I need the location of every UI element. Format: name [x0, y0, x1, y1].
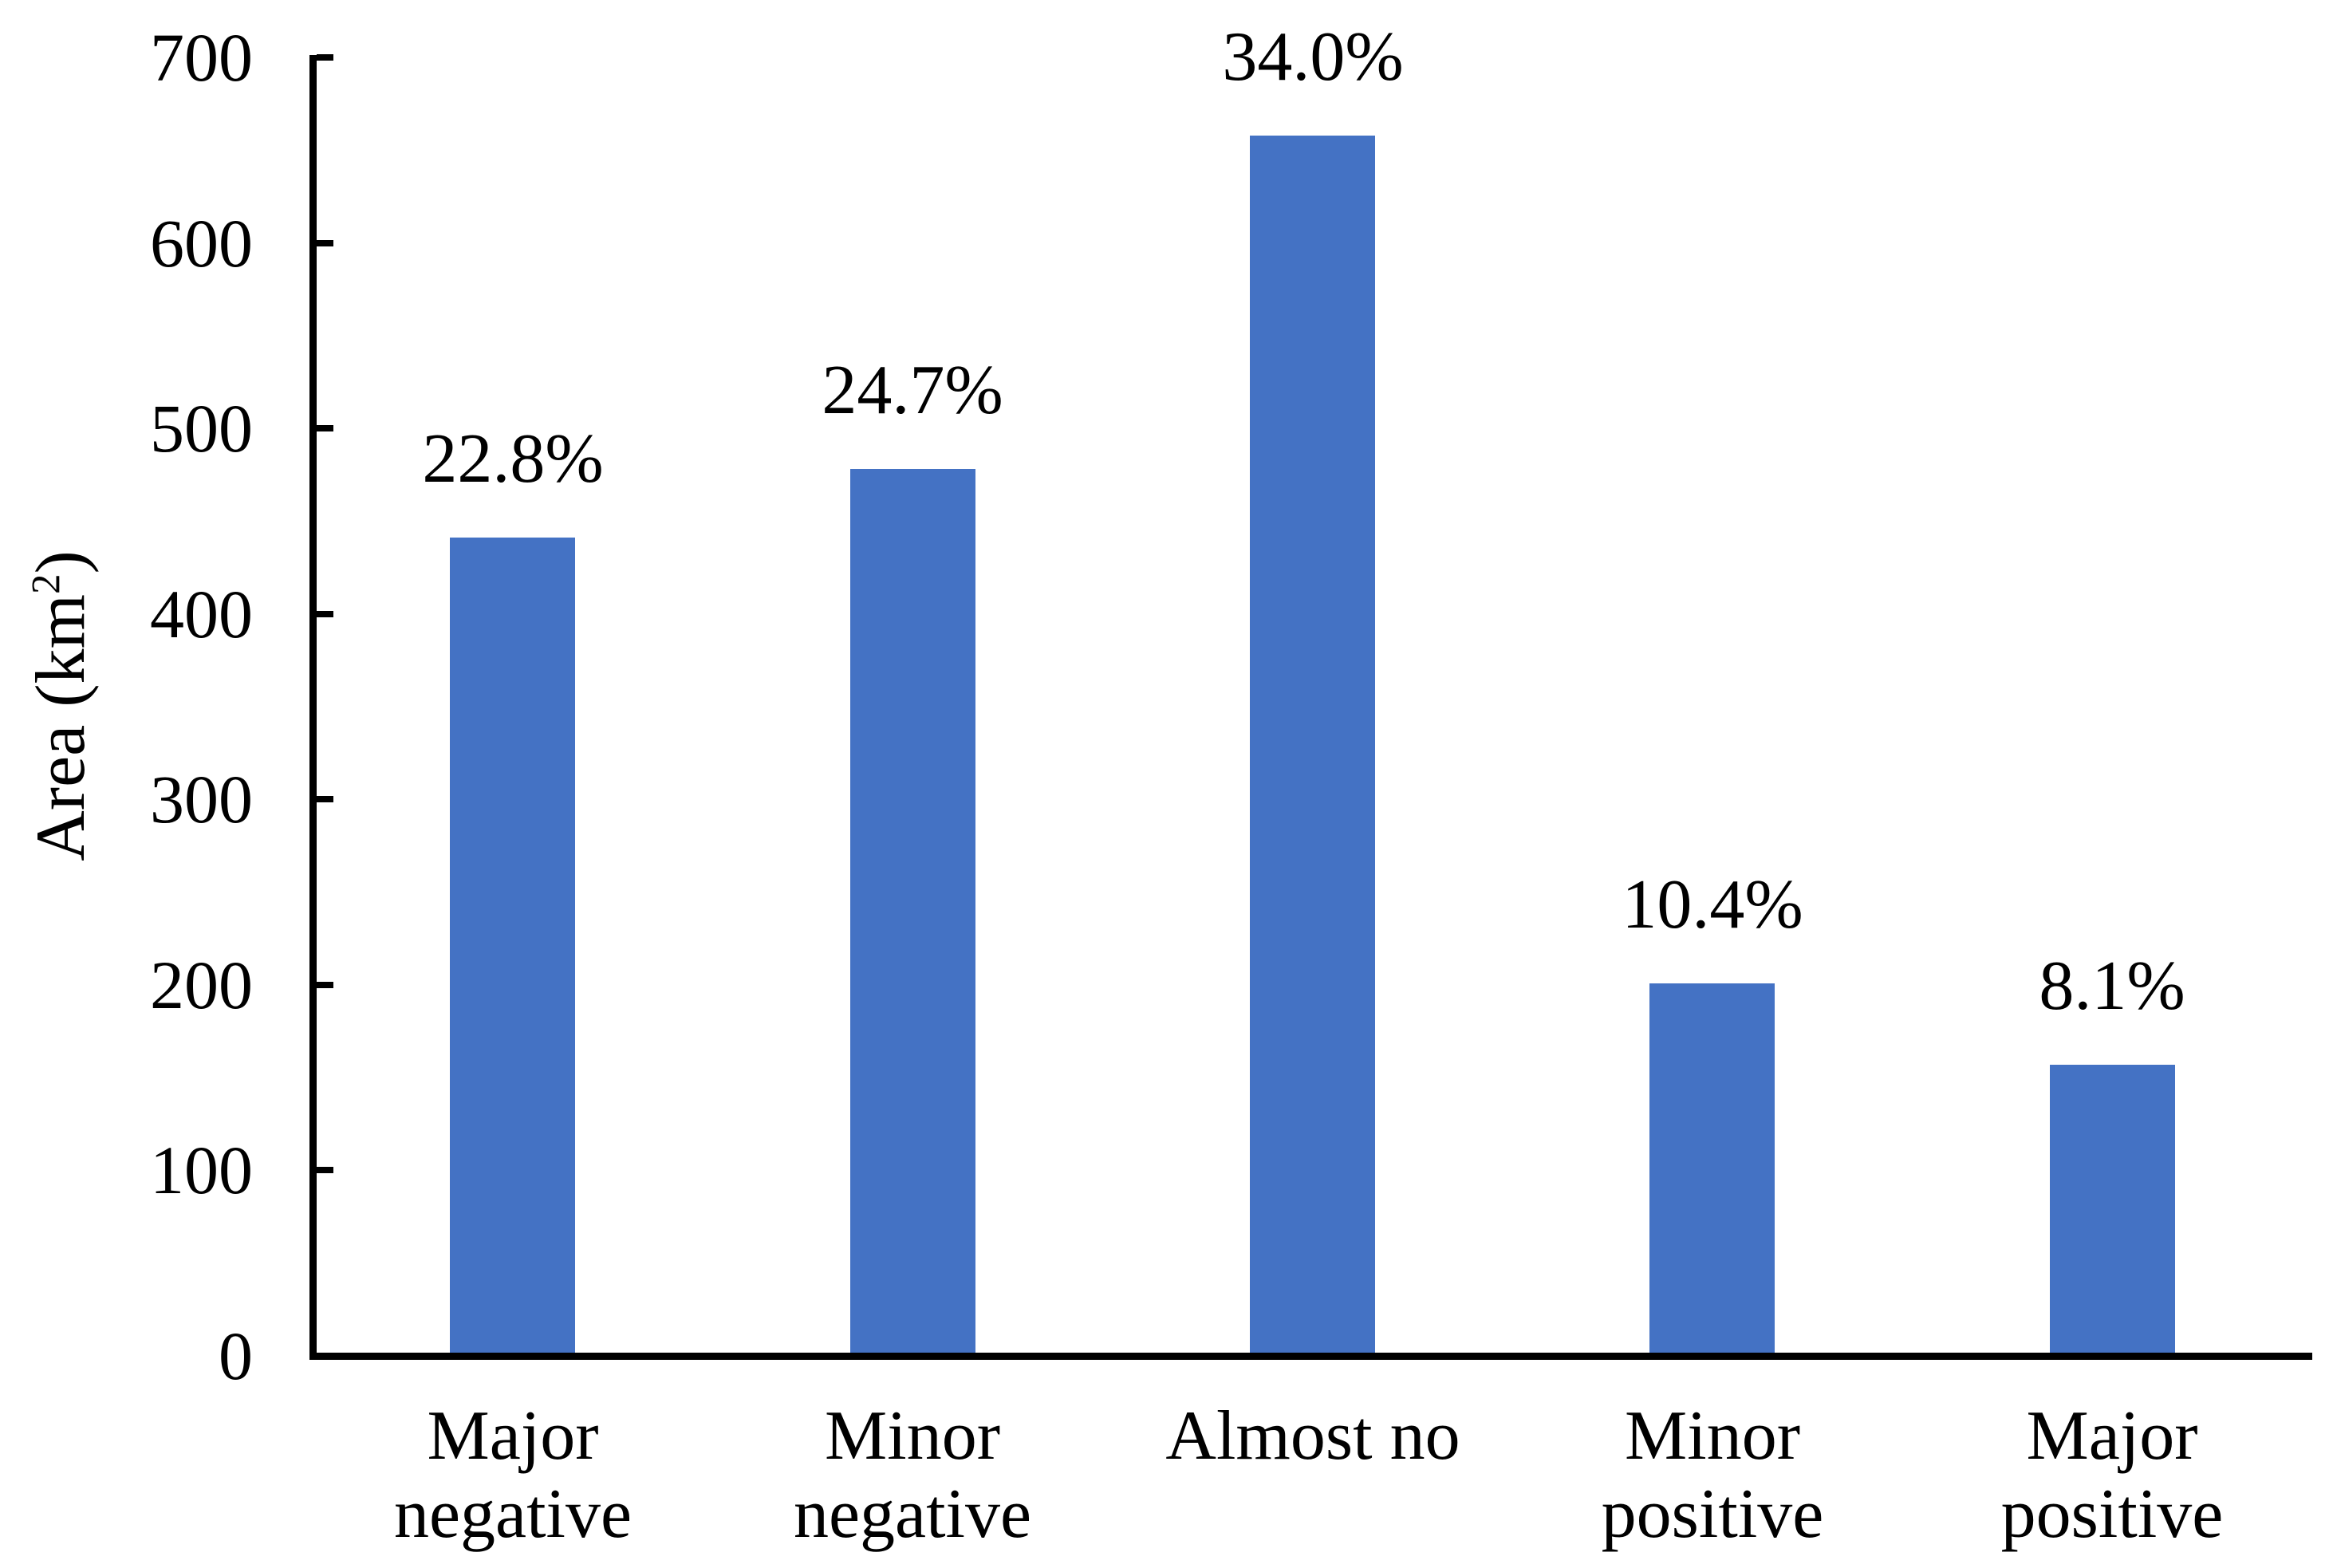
- y-tick-label: 600: [150, 205, 253, 282]
- x-category-label: Minor negative: [793, 1397, 1032, 1553]
- y-tick-mark: [317, 425, 333, 431]
- y-tick-mark: [317, 54, 333, 61]
- bar: [1250, 136, 1375, 1353]
- y-tick-mark: [317, 611, 333, 617]
- y-tick-mark: [317, 240, 333, 246]
- bar-value-label: 24.7%: [822, 352, 1003, 429]
- y-tick-mark: [317, 796, 333, 802]
- x-category-label: Almost no: [1165, 1397, 1460, 1475]
- y-axis-title: Area (km2): [22, 550, 100, 861]
- y-tick-label: 300: [150, 761, 253, 837]
- bar: [850, 469, 975, 1353]
- bar-value-label: 34.0%: [1222, 18, 1404, 96]
- y-tick-mark: [317, 982, 333, 988]
- y-tick-label: 100: [150, 1132, 253, 1208]
- x-category-label: Major positive: [2000, 1397, 2224, 1553]
- y-axis-title-close-paren: ): [22, 550, 100, 574]
- y-tick-label: 0: [219, 1318, 253, 1394]
- y-tick-label: 200: [150, 947, 253, 1023]
- bar-value-label: 8.1%: [2039, 947, 2185, 1025]
- y-axis-title-superscript: 2: [24, 573, 69, 595]
- x-axis-line: [309, 1353, 2312, 1360]
- bar: [450, 538, 575, 1353]
- y-tick-label: 400: [150, 576, 253, 652]
- y-tick-mark: [317, 1167, 333, 1173]
- x-category-label: Minor positive: [1601, 1397, 1824, 1553]
- bar-value-label: 10.4%: [1622, 866, 1803, 944]
- y-axis-line: [309, 55, 317, 1360]
- bar: [2050, 1065, 2175, 1353]
- y-tick-label: 700: [150, 19, 253, 96]
- x-category-label: Major negative: [393, 1397, 633, 1553]
- bar: [1649, 983, 1775, 1353]
- bar-value-label: 22.8%: [422, 420, 604, 498]
- y-tick-label: 500: [150, 390, 253, 467]
- y-axis-title-text: Area (km: [22, 594, 100, 861]
